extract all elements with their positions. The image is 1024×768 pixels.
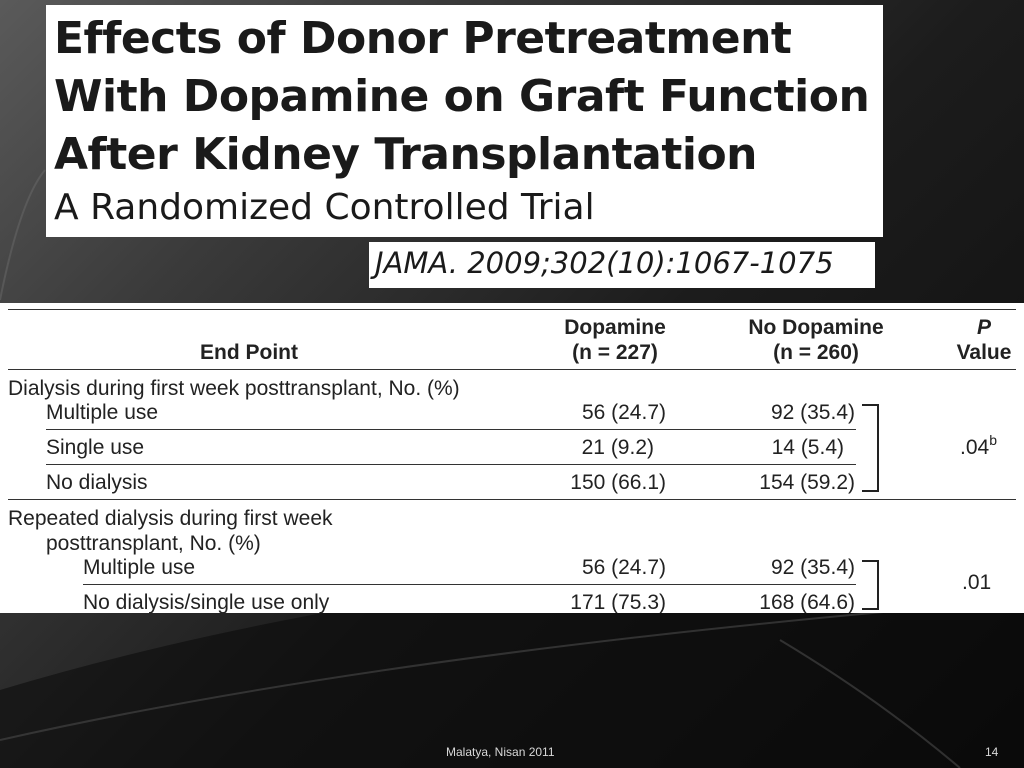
row-rule	[83, 584, 856, 585]
header-p-value: Value	[956, 341, 1012, 364]
s1-p-value-text: .04	[960, 436, 990, 459]
bracket-1	[862, 404, 879, 492]
s1-row-no-dopamine: 154 (59.2)	[759, 471, 855, 494]
s1-row-label: No dialysis	[46, 471, 148, 494]
s1-row-label: Multiple use	[46, 401, 159, 424]
bracket-2	[862, 560, 879, 610]
s2-row-no-dopamine: 168 (64.6)	[759, 591, 855, 613]
row-rule	[46, 464, 856, 465]
title-line-3: After Kidney Transplantation	[54, 129, 758, 180]
title-line-2: With Dopamine on Graft Function	[54, 71, 870, 122]
s1-row-label: Single use	[46, 436, 145, 459]
footer-location: Malatya, Nisan 2011	[446, 745, 555, 759]
row-rule	[46, 429, 856, 430]
title-line-1: Effects of Donor Pretreatment	[54, 13, 792, 64]
slide-number: 14	[985, 745, 999, 759]
article-subtitle: A Randomized Controlled Trial	[54, 187, 595, 228]
s2-row-dopamine: 171 (75.3)	[570, 591, 666, 613]
s1-row-dopamine: 21 (9.2)	[581, 436, 654, 459]
section-2-title: Repeated dialysis during first week	[8, 507, 333, 530]
s2-row-no-dopamine: 92 (35.4)	[770, 556, 855, 579]
section-rule	[8, 499, 1016, 500]
s1-row-no-dopamine: 14 (5.4)	[771, 436, 844, 459]
s2-p-value: .01	[962, 571, 992, 594]
header-no-dopamine-n: (n = 260)	[773, 341, 859, 364]
s2-row-dopamine: 56 (24.7)	[581, 556, 666, 579]
results-table: End Point Dopamine (n = 227) No Dopamine…	[0, 303, 1024, 613]
header-rule	[8, 369, 1016, 370]
s1-row-dopamine: 56 (24.7)	[581, 401, 666, 424]
s1-p-value: .04b	[960, 433, 997, 459]
header-dopamine: Dopamine	[564, 316, 666, 339]
article-title-box: Effects of Donor Pretreatment With Dopam…	[46, 5, 883, 237]
s2-row-label: No dialysis/single use only	[83, 591, 330, 613]
header-no-dopamine: No Dopamine	[748, 316, 884, 339]
s1-row-no-dopamine: 92 (35.4)	[770, 401, 855, 424]
header-dopamine-n: (n = 227)	[572, 341, 658, 364]
citation: JAMA. 2009;302(10):1067-1075	[375, 246, 834, 280]
section-2-title-cont: posttransplant, No. (%)	[46, 532, 261, 555]
s1-p-footnote: b	[989, 432, 997, 448]
header-p: P	[976, 316, 991, 339]
s1-row-dopamine: 150 (66.1)	[570, 471, 666, 494]
section-1-title: Dialysis during first week posttransplan…	[8, 377, 460, 400]
citation-box: JAMA. 2009;302(10):1067-1075	[369, 242, 875, 288]
s2-row-label: Multiple use	[83, 556, 196, 579]
header-end-point: End Point	[200, 341, 298, 364]
table-top-rule	[8, 309, 1016, 310]
